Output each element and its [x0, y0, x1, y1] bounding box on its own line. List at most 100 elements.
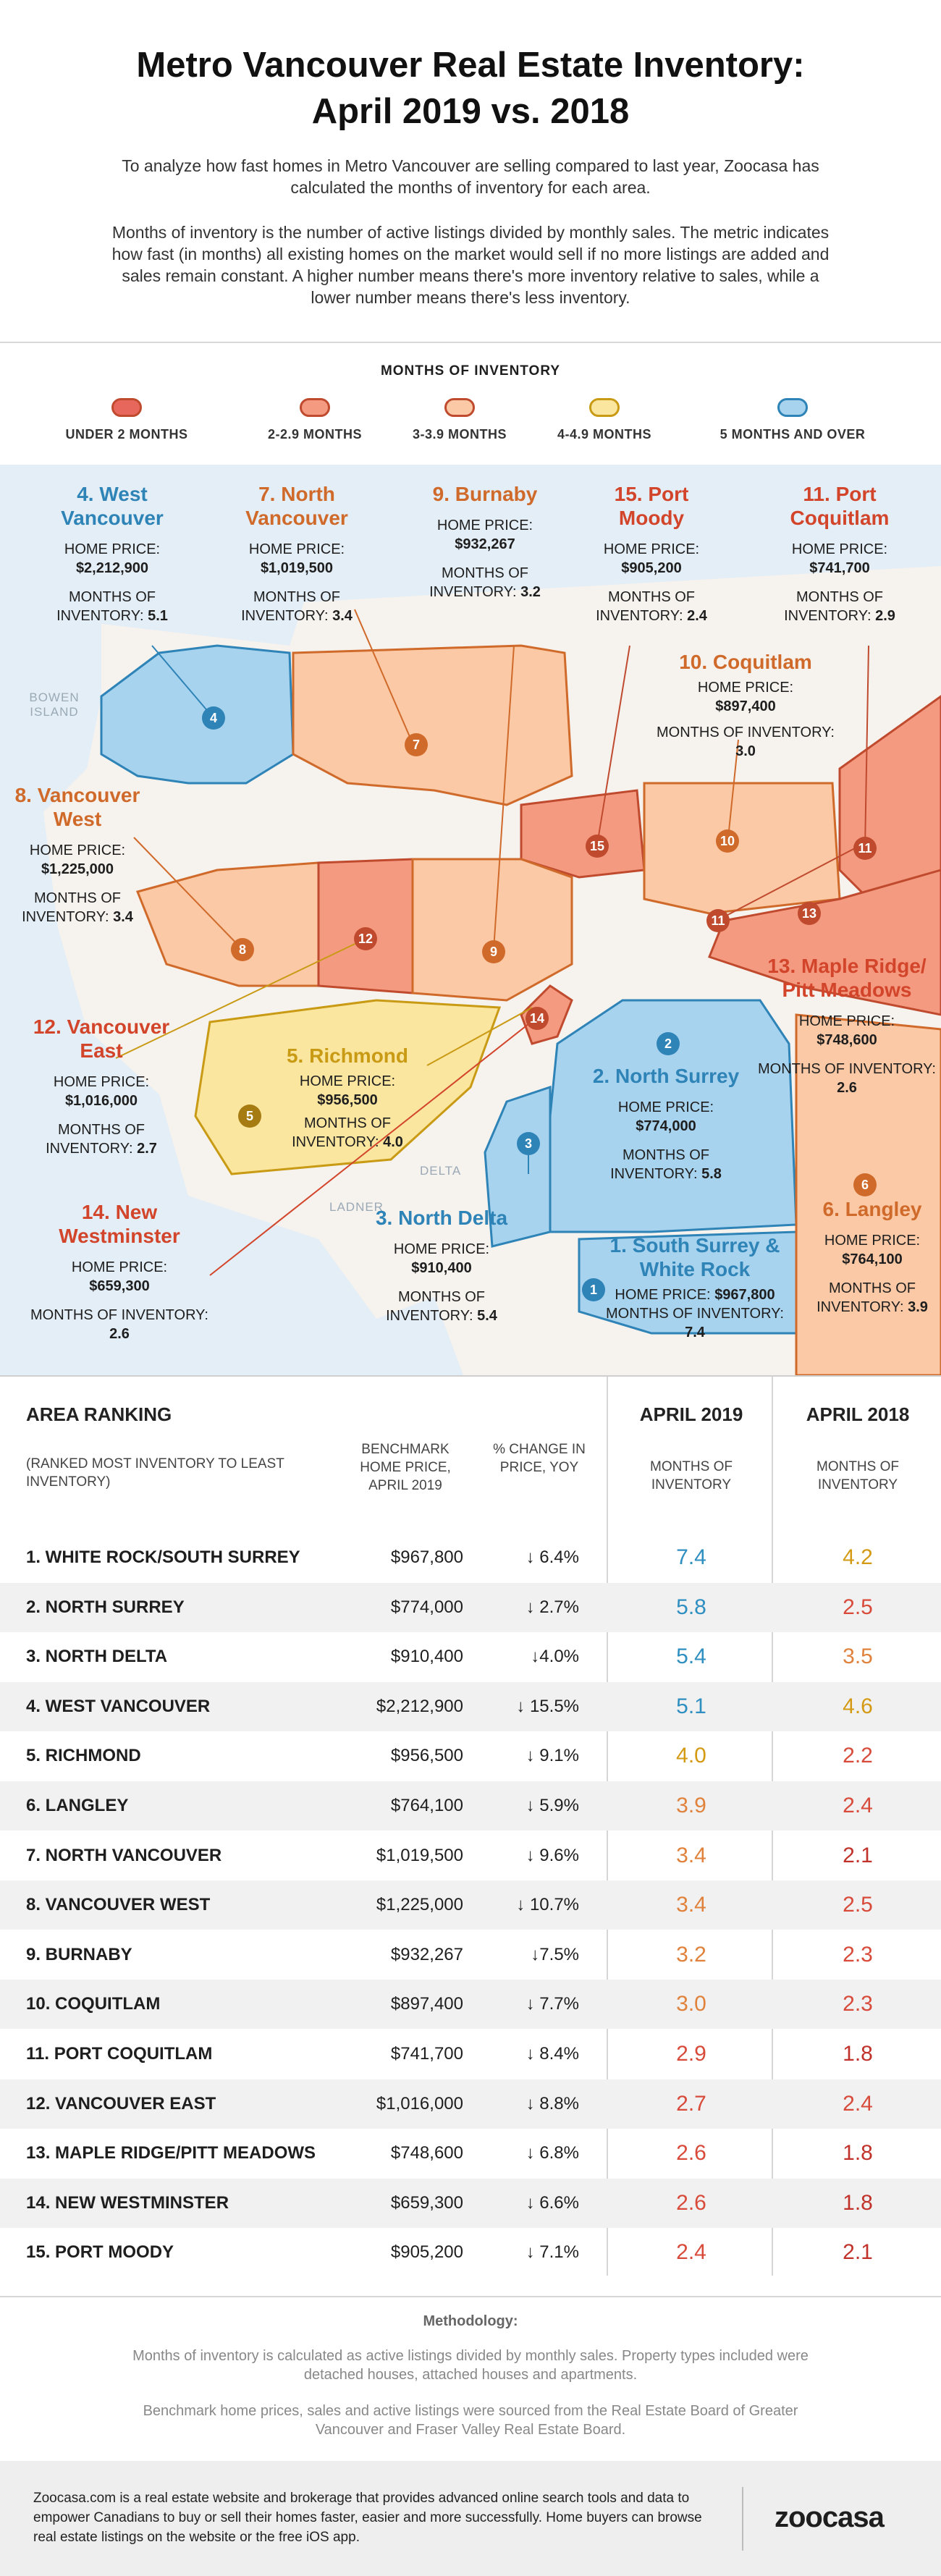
footer: Zoocasa.com is a real estate website and… [0, 2461, 941, 2576]
header-moi-2018: MONTHS OF INVENTORY [816, 1459, 899, 1492]
area-name: 13. MAPLE RIDGE/PITT MEADOWS [26, 2143, 316, 2163]
label-richmond: 5. Richmond HOME PRICE: $956,500 MONTHS … [261, 1044, 434, 1152]
label-new-westminster: 14. New Westminster HOME PRICE: $659,300… [29, 1200, 210, 1343]
price-change-value: ↓ 7.7% [526, 1994, 579, 2014]
price-value: $1,225,000 [376, 1895, 463, 1915]
home-price-label: HOME PRICE: [798, 1013, 895, 1029]
inventory-map: 4 7 9 15 11 10 8 13 12 5 2 3 14 1 6 11 B… [0, 465, 941, 1375]
area-name: 14. NEW WESTMINSTER [26, 2192, 229, 2213]
area-name: 1. WHITE ROCK/SOUTH SURREY [26, 1547, 300, 1567]
table-row: 6. LANGLEY $764,100 ↓ 5.9% 3.9 2.4 [0, 1781, 941, 1830]
moi-value: 3.4 [113, 909, 133, 925]
price-change-value: ↓ 9.6% [526, 1845, 579, 1865]
moi-label: MONTHS OF INVENTORY: [30, 1307, 208, 1323]
home-price-value: $897,400 [715, 698, 776, 714]
moi-label: MONTHS OF INVENTORY: [758, 1061, 936, 1077]
moi-value: 7.4 [685, 1325, 705, 1340]
area-name: 9. BURNABY [26, 1944, 132, 1964]
home-price-value: $748,600 [816, 1032, 877, 1048]
moi-2019-value: 2.7 [676, 2091, 706, 2116]
home-price-label: HOME PRICE: [697, 680, 794, 696]
moi-value: 2.9 [875, 608, 895, 624]
title-line-2: April 2019 vs. 2018 [311, 92, 630, 131]
header-april-2018: APRIL 2018 [806, 1403, 910, 1425]
legend-item-5-plus: 5 MONTHS AND OVER [695, 398, 890, 442]
area-name: 3. NORTH DELTA [26, 1647, 168, 1667]
price-value: $1,019,500 [376, 1845, 463, 1865]
region-south-surrey [578, 1230, 798, 1335]
home-price-label: HOME PRICE: [436, 518, 533, 533]
moi-label: MONTHS OF INVENTORY: [596, 589, 695, 624]
header-april-2019: APRIL 2019 [639, 1403, 743, 1425]
intro-paragraph-1: To analyze how fast homes in Metro Vanco… [122, 156, 819, 197]
home-price-label: HOME PRICE: [64, 541, 161, 557]
moi-2019-value: 3.4 [676, 1843, 706, 1867]
header-price: BENCHMARK HOME PRICE, APRIL 2019 [360, 1442, 451, 1493]
map-shapes: 4 7 9 15 11 10 8 13 12 5 2 3 14 1 6 11 [43, 566, 941, 1375]
price-value: $910,400 [390, 1647, 463, 1667]
label-burnaby: 9. Burnaby HOME PRICE: $932,267 MONTHS O… [405, 482, 565, 601]
moi-2018-value: 2.4 [843, 1794, 873, 1817]
moi-value: 4.0 [383, 1134, 403, 1150]
svg-text:3: 3 [525, 1136, 532, 1151]
area-name: 10. COQUITLAM [26, 1994, 161, 2014]
legend: MONTHS OF INVENTORY UNDER 2 MONTHS 2-2.9… [0, 342, 941, 465]
label-port-coquitlam: 11. Port Coquitlam HOME PRICE: $741,700 … [760, 482, 919, 625]
intro-paragraph-2: Months of inventory is the number of act… [111, 223, 830, 307]
price-value: $956,500 [390, 1746, 463, 1766]
header: Metro Vancouver Real Estate Inventory: A… [0, 0, 941, 342]
moi-2018-value: 1.8 [843, 2042, 873, 2066]
region-coquitlam [643, 782, 841, 915]
moi-value: 2.6 [109, 1326, 130, 1342]
legend-item-3-3-9: 3-3.9 MONTHS [369, 398, 550, 442]
svg-text:1: 1 [590, 1283, 597, 1297]
moi-2019-value: 3.0 [676, 1992, 706, 2017]
moi-2018-value: 2.5 [843, 1893, 873, 1917]
price-change-value: ↓ 15.5% [516, 1696, 579, 1716]
table-row: 2. NORTH SURREY $774,000 ↓ 2.7% 5.8 2.5 [0, 1582, 941, 1632]
label-port-moody: 15. Port Moody HOME PRICE: $905,200 MONT… [579, 482, 724, 625]
moi-2019-value: 3.2 [676, 1942, 706, 1967]
price-change-value: ↓ 5.9% [526, 1796, 579, 1815]
title-line-1: Metro Vancouver Real Estate Inventory: [136, 46, 805, 85]
legend-item-under-2: UNDER 2 MONTHS [36, 398, 217, 442]
home-price-label: HOME PRICE: [53, 1074, 150, 1090]
home-price-value: $741,700 [809, 560, 870, 576]
area-name: 11. PORT COQUITLAM [26, 2044, 213, 2064]
legend-label: 5 MONTHS AND OVER [720, 427, 866, 442]
price-change-value: ↓ 7.1% [526, 2242, 579, 2263]
moi-2018-value: 1.8 [843, 2190, 873, 2215]
moi-label: MONTHS OF INVENTORY: [610, 1147, 709, 1182]
place-bowen-island: BOWEN ISLAND [29, 691, 80, 719]
price-value: $2,212,900 [376, 1696, 463, 1716]
price-value: $774,000 [390, 1597, 463, 1617]
moi-2018-value: 2.1 [843, 1843, 873, 1867]
region-vancouver-east [317, 858, 414, 994]
header-area-ranking: AREA RANKING [26, 1403, 172, 1425]
methodology-text-1: Months of inventory is calculated as act… [132, 2348, 809, 2383]
methodology-title: Methodology: [423, 2313, 518, 2329]
region-name: 10. Coquitlam [679, 651, 812, 673]
moi-2018-value: 2.4 [843, 2091, 873, 2116]
region-name: 3. North Delta [375, 1207, 508, 1229]
region-name: 12. Vancouver East [33, 1015, 170, 1062]
place-ladner: LADNER [329, 1200, 384, 1214]
region-west-vancouver [100, 644, 295, 785]
table-row: 14. NEW WESTMINSTER $659,300 ↓ 6.6% 2.6 1.8 [0, 2178, 941, 2228]
svg-text:10: 10 [720, 834, 735, 848]
moi-label: MONTHS OF INVENTORY: [784, 589, 883, 624]
moi-2019-value: 5.4 [676, 1644, 706, 1669]
moi-label: MONTHS OF INVENTORY: [241, 589, 340, 624]
moi-2019-value: 2.6 [676, 2190, 706, 2215]
region-port-moody [520, 789, 646, 879]
home-price-value: $905,200 [621, 560, 682, 576]
moi-2019-value: 2.6 [676, 2141, 706, 2166]
zoocasa-logo[interactable]: zoocasa [775, 2501, 885, 2533]
home-price-value: $659,300 [89, 1278, 150, 1294]
home-price-value: $764,100 [842, 1251, 903, 1267]
moi-2019-value: 5.8 [676, 1595, 706, 1619]
header-area-sub: (RANKED MOST INVENTORY TO LEAST INVENTOR… [26, 1456, 284, 1490]
moi-2018-value: 3.5 [843, 1644, 873, 1669]
region-name: 4. West Vancouver [61, 483, 164, 529]
moi-2019-value: 5.1 [676, 1694, 706, 1718]
